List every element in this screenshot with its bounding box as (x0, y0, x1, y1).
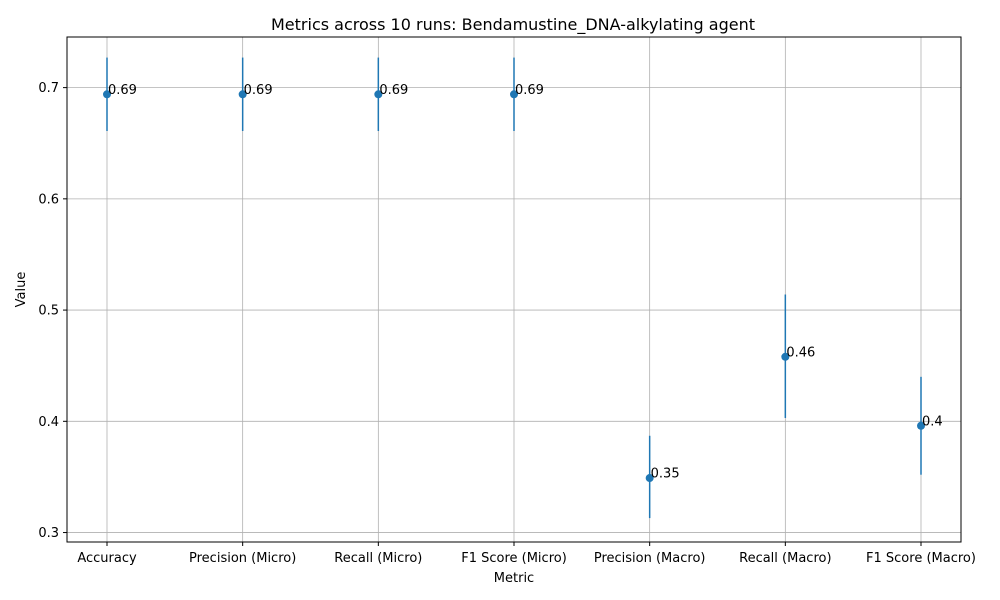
x-tick-label: F1 Score (Macro) (866, 551, 976, 566)
x-tick-label: Precision (Macro) (594, 551, 706, 566)
y-tick-label: 0.6 (38, 192, 59, 207)
data-marks: 0.69 0.69 0.69 0.69 0.35 0.46 0.4 (103, 57, 943, 519)
data-point (645, 474, 654, 483)
data-point (103, 90, 111, 99)
data-point (238, 90, 247, 99)
data-label: 0.69 (515, 83, 544, 98)
data-label: 0.69 (108, 83, 137, 98)
data-label: 0.69 (244, 83, 273, 98)
data-point (781, 352, 790, 361)
x-tick-label: Accuracy (77, 551, 137, 566)
y-tick-label: 0.7 (38, 81, 59, 96)
y-tick-label: 0.3 (38, 526, 59, 541)
axes: Accuracy Precision (Micro) Recall (Micro) F… (38, 81, 976, 566)
x-tick-label: Recall (Macro) (739, 551, 831, 566)
data-label: 0.4 (922, 414, 943, 429)
y-tick-label: 0.4 (38, 415, 59, 430)
data-point (917, 421, 925, 430)
data-label: 0.46 (786, 345, 815, 360)
data-point (374, 90, 383, 99)
y-tick-label: 0.5 (38, 304, 59, 319)
chart-title: Metrics across 10 runs: Bendamustine_DNA… (271, 15, 755, 35)
y-axis-label: Value (14, 272, 29, 308)
data-label: 0.69 (379, 83, 408, 98)
data-point (510, 90, 518, 99)
x-tick-label: F1 Score (Micro) (461, 551, 567, 566)
x-tick-label: Precision (Micro) (189, 551, 296, 566)
data-label: 0.35 (651, 467, 680, 482)
x-axis-label: Metric (494, 571, 534, 586)
x-tick-label: Recall (Micro) (334, 551, 422, 566)
